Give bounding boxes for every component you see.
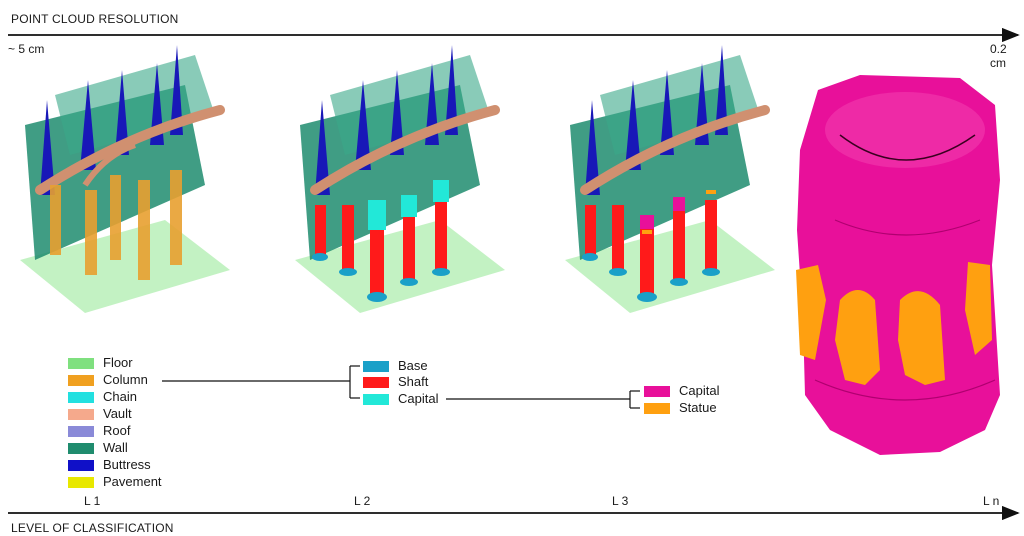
point-cloud-model-l2 xyxy=(295,45,505,313)
level-label-n: L n xyxy=(983,494,1000,508)
swatch-base xyxy=(363,360,389,372)
vault-arc xyxy=(35,105,225,195)
abacus-top xyxy=(825,92,985,168)
base-group xyxy=(582,253,720,302)
swatch-roof xyxy=(68,425,94,437)
resolution-end-label: 0.2 cm xyxy=(990,42,1007,70)
statue-shapes xyxy=(796,262,992,385)
classification-axis-title: LEVEL OF CLASSIFICATION xyxy=(11,521,174,535)
level-label-2: L 2 xyxy=(354,494,371,508)
legend-label-buttress: Buttress xyxy=(103,457,151,472)
legend-label-chain: Chain xyxy=(103,389,137,404)
swatch-vault xyxy=(68,408,94,420)
level-label-1: L 1 xyxy=(84,494,101,508)
legend-item-roof: Roof xyxy=(68,424,130,438)
floor-shape xyxy=(295,220,505,313)
level-label-3: L 3 xyxy=(612,494,629,508)
resolution-axis-title: POINT CLOUD RESOLUTION xyxy=(11,12,179,26)
point-cloud-model-l3 xyxy=(565,45,775,313)
legend-label-wall: Wall xyxy=(103,440,128,455)
legend-label-roof: Roof xyxy=(103,423,131,438)
legend-label-shaft: Shaft xyxy=(398,374,429,389)
capital-group xyxy=(368,180,449,230)
shaft-group xyxy=(315,200,447,295)
legend-label-statue: Statue xyxy=(679,400,717,415)
legend-label-capital: Capital xyxy=(398,391,439,406)
connector-capital-to-l3 xyxy=(446,390,640,409)
legend-item-pavement: Pavement xyxy=(68,475,162,489)
legend-item-column: Column xyxy=(68,373,148,387)
legend-label-column: Column xyxy=(103,372,148,387)
abacus-rim xyxy=(839,134,976,161)
swatch-wall xyxy=(68,442,94,454)
legend-label-capital-l3: Capital xyxy=(679,383,720,398)
legend-item-floor: Floor xyxy=(68,356,133,370)
legend-label-vault: Vault xyxy=(103,406,132,421)
shaft-group xyxy=(585,200,717,295)
floor-shape xyxy=(565,220,775,313)
legend-item-statue: Statue xyxy=(644,401,717,415)
swatch-column xyxy=(68,374,94,386)
legend-item-base: Base xyxy=(363,359,428,373)
legend-item-capital-l3: Capital xyxy=(644,384,719,398)
resolution-start-label: ~ 5 cm xyxy=(8,42,45,56)
statue-group xyxy=(642,190,716,234)
point-cloud-model-l1 xyxy=(20,45,230,313)
connector-column-to-l2 xyxy=(162,365,360,399)
legend-item-wall: Wall xyxy=(68,441,128,455)
base-group xyxy=(312,253,450,302)
legend-label-pavement: Pavement xyxy=(103,474,162,489)
legend-item-shaft: Shaft xyxy=(363,375,428,389)
capital-l3-group xyxy=(640,197,685,229)
swatch-statue xyxy=(644,402,670,414)
legend-item-buttress: Buttress xyxy=(68,458,151,472)
vault-arc xyxy=(310,105,500,195)
column-group xyxy=(50,170,182,280)
swatch-chain xyxy=(68,391,94,403)
legend-label-floor: Floor xyxy=(103,355,133,370)
swatch-capital-l3 xyxy=(644,385,670,397)
swatch-pavement xyxy=(68,476,94,488)
swatch-shaft xyxy=(363,376,389,388)
buttress-spires xyxy=(315,45,458,195)
capital-detail-model xyxy=(796,75,1000,455)
legend-item-chain: Chain xyxy=(68,390,137,404)
legend-item-capital: Capital xyxy=(363,392,438,406)
swatch-buttress xyxy=(68,459,94,471)
swatch-capital xyxy=(363,393,389,405)
vault-arc xyxy=(580,105,770,195)
legend-item-vault: Vault xyxy=(68,407,132,421)
swatch-floor xyxy=(68,357,94,369)
legend-label-base: Base xyxy=(398,358,428,373)
